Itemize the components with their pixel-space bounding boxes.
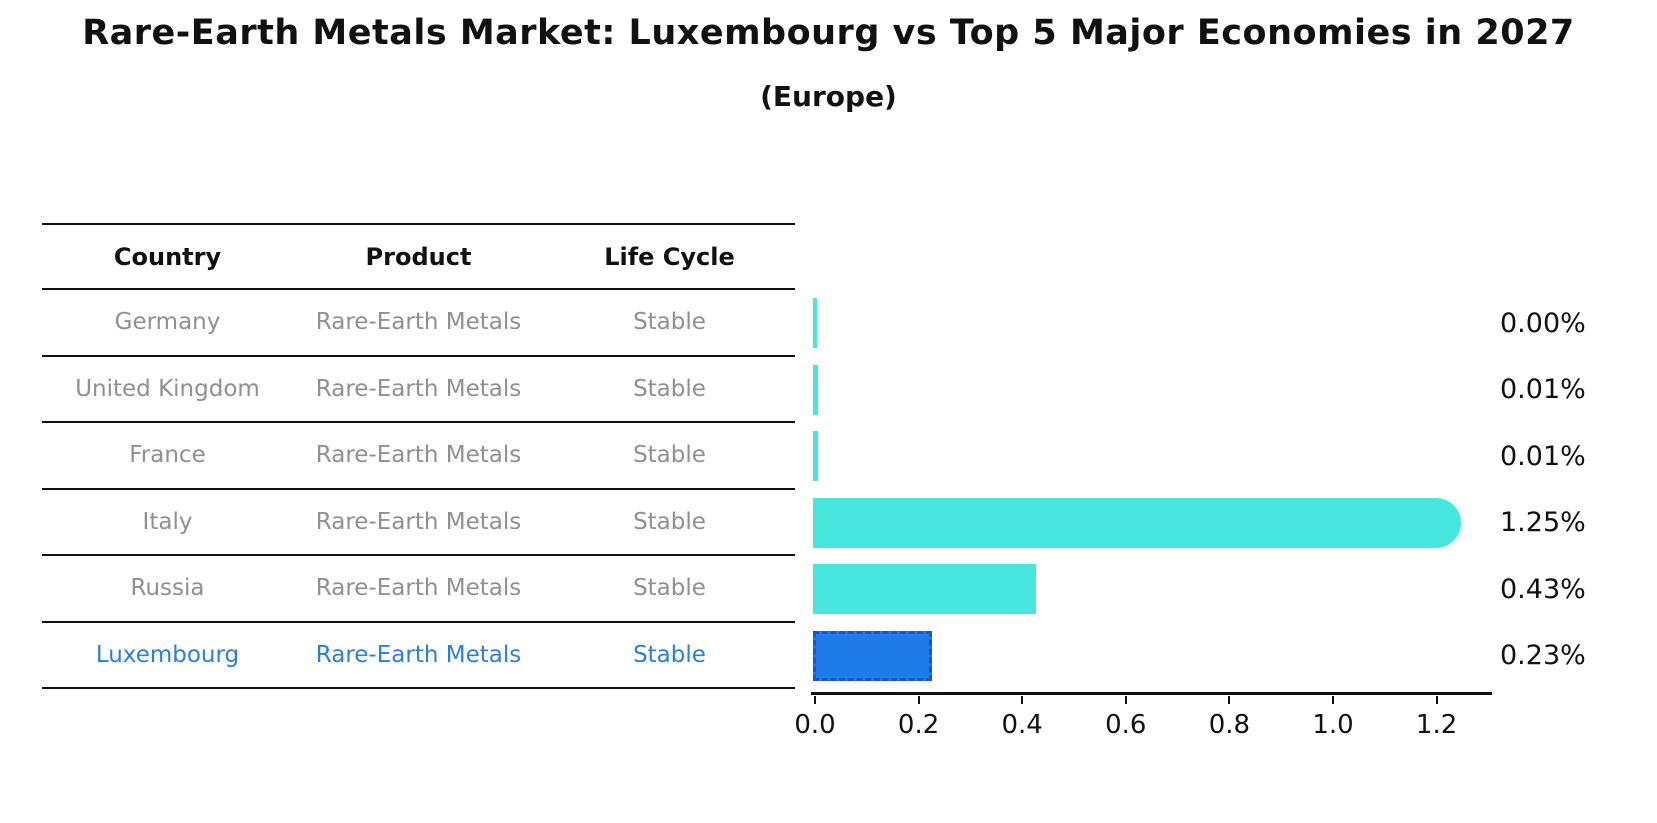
table-cell-country: Russia xyxy=(130,575,205,602)
table-cell-lifecycle: Stable xyxy=(633,375,706,402)
x-tick-label: 1.0 xyxy=(1312,710,1354,740)
table-body: Germany Rare-Earth Metals Stable United … xyxy=(42,290,795,689)
table-cell-product: Rare-Earth Metals xyxy=(315,641,522,668)
table-cell-lifecycle: Stable xyxy=(633,508,706,535)
x-tick-label: 0.2 xyxy=(897,710,940,740)
table-header-row: Country Product Life Cycle xyxy=(42,223,795,290)
table-row: Russia Rare-Earth Metals Stable xyxy=(42,556,795,623)
bar-value-label: 0.43% xyxy=(1500,573,1586,605)
x-axis-tick xyxy=(917,696,920,704)
table-cell-country: Germany xyxy=(114,309,221,336)
x-axis-tick xyxy=(1435,696,1438,704)
x-tick-label: 1.2 xyxy=(1415,710,1458,740)
table-cell-lifecycle: Stable xyxy=(633,442,706,469)
table-cell-product: Rare-Earth Metals xyxy=(315,375,522,402)
bar-value-label: 0.23% xyxy=(1500,640,1586,672)
bar-russia xyxy=(813,564,1036,615)
chart-subtitle: (Europe) xyxy=(760,80,897,113)
bar-value-label: 0.00% xyxy=(1500,307,1586,339)
table-cell-country: Italy xyxy=(142,508,193,535)
x-axis-tick xyxy=(1021,696,1024,704)
table-cell-product: Rare-Earth Metals xyxy=(315,508,522,535)
x-tick-label: 0.4 xyxy=(1001,710,1043,740)
table-header-country: Country xyxy=(113,242,222,271)
bar-united-kingdom xyxy=(813,364,819,415)
bar-luxembourg xyxy=(813,630,933,681)
x-tick-label: 0.8 xyxy=(1208,710,1251,740)
x-axis-line xyxy=(811,692,1492,695)
table-row: Italy Rare-Earth Metals Stable xyxy=(42,490,795,556)
x-axis-tick xyxy=(1332,696,1334,704)
x-axis-tick xyxy=(814,696,816,704)
table-row: France Rare-Earth Metals Stable xyxy=(42,423,795,490)
x-axis-tick xyxy=(1124,696,1127,704)
table-row: Germany Rare-Earth Metals Stable xyxy=(42,290,795,357)
bar-germany xyxy=(813,298,817,349)
table-cell-product: Rare-Earth Metals xyxy=(315,309,522,336)
table-row: United Kingdom Rare-Earth Metals Stable xyxy=(42,357,795,423)
table-header-product: Product xyxy=(365,242,472,271)
table-cell-lifecycle: Stable xyxy=(633,641,706,668)
chart-title: Rare-Earth Metals Market: Luxembourg vs … xyxy=(82,13,1575,53)
bar-value-label: 1.25% xyxy=(1500,507,1586,539)
table-cell-country: United Kingdom xyxy=(75,375,260,402)
bar-france xyxy=(813,431,819,482)
x-axis-tick xyxy=(1228,696,1231,704)
table-cell-country: Luxembourg xyxy=(95,641,240,668)
bar-value-label: 0.01% xyxy=(1500,374,1586,406)
table-cell-lifecycle: Stable xyxy=(633,575,706,602)
x-tick-label: 0.0 xyxy=(794,710,836,740)
bar-value-label: 0.01% xyxy=(1500,440,1586,472)
bar-italy xyxy=(813,497,1461,548)
table-cell-lifecycle: Stable xyxy=(633,309,706,336)
x-tick-label: 0.6 xyxy=(1105,710,1147,740)
table-header-lifecycle: Life Cycle xyxy=(604,242,735,271)
table-cell-country: France xyxy=(129,442,206,469)
table-cell-product: Rare-Earth Metals xyxy=(315,575,522,602)
table-cell-product: Rare-Earth Metals xyxy=(315,442,522,469)
table-row: Luxembourg Rare-Earth Metals Stable xyxy=(42,623,795,689)
data-table: Country Product Life Cycle Germany Rare-… xyxy=(42,223,795,689)
